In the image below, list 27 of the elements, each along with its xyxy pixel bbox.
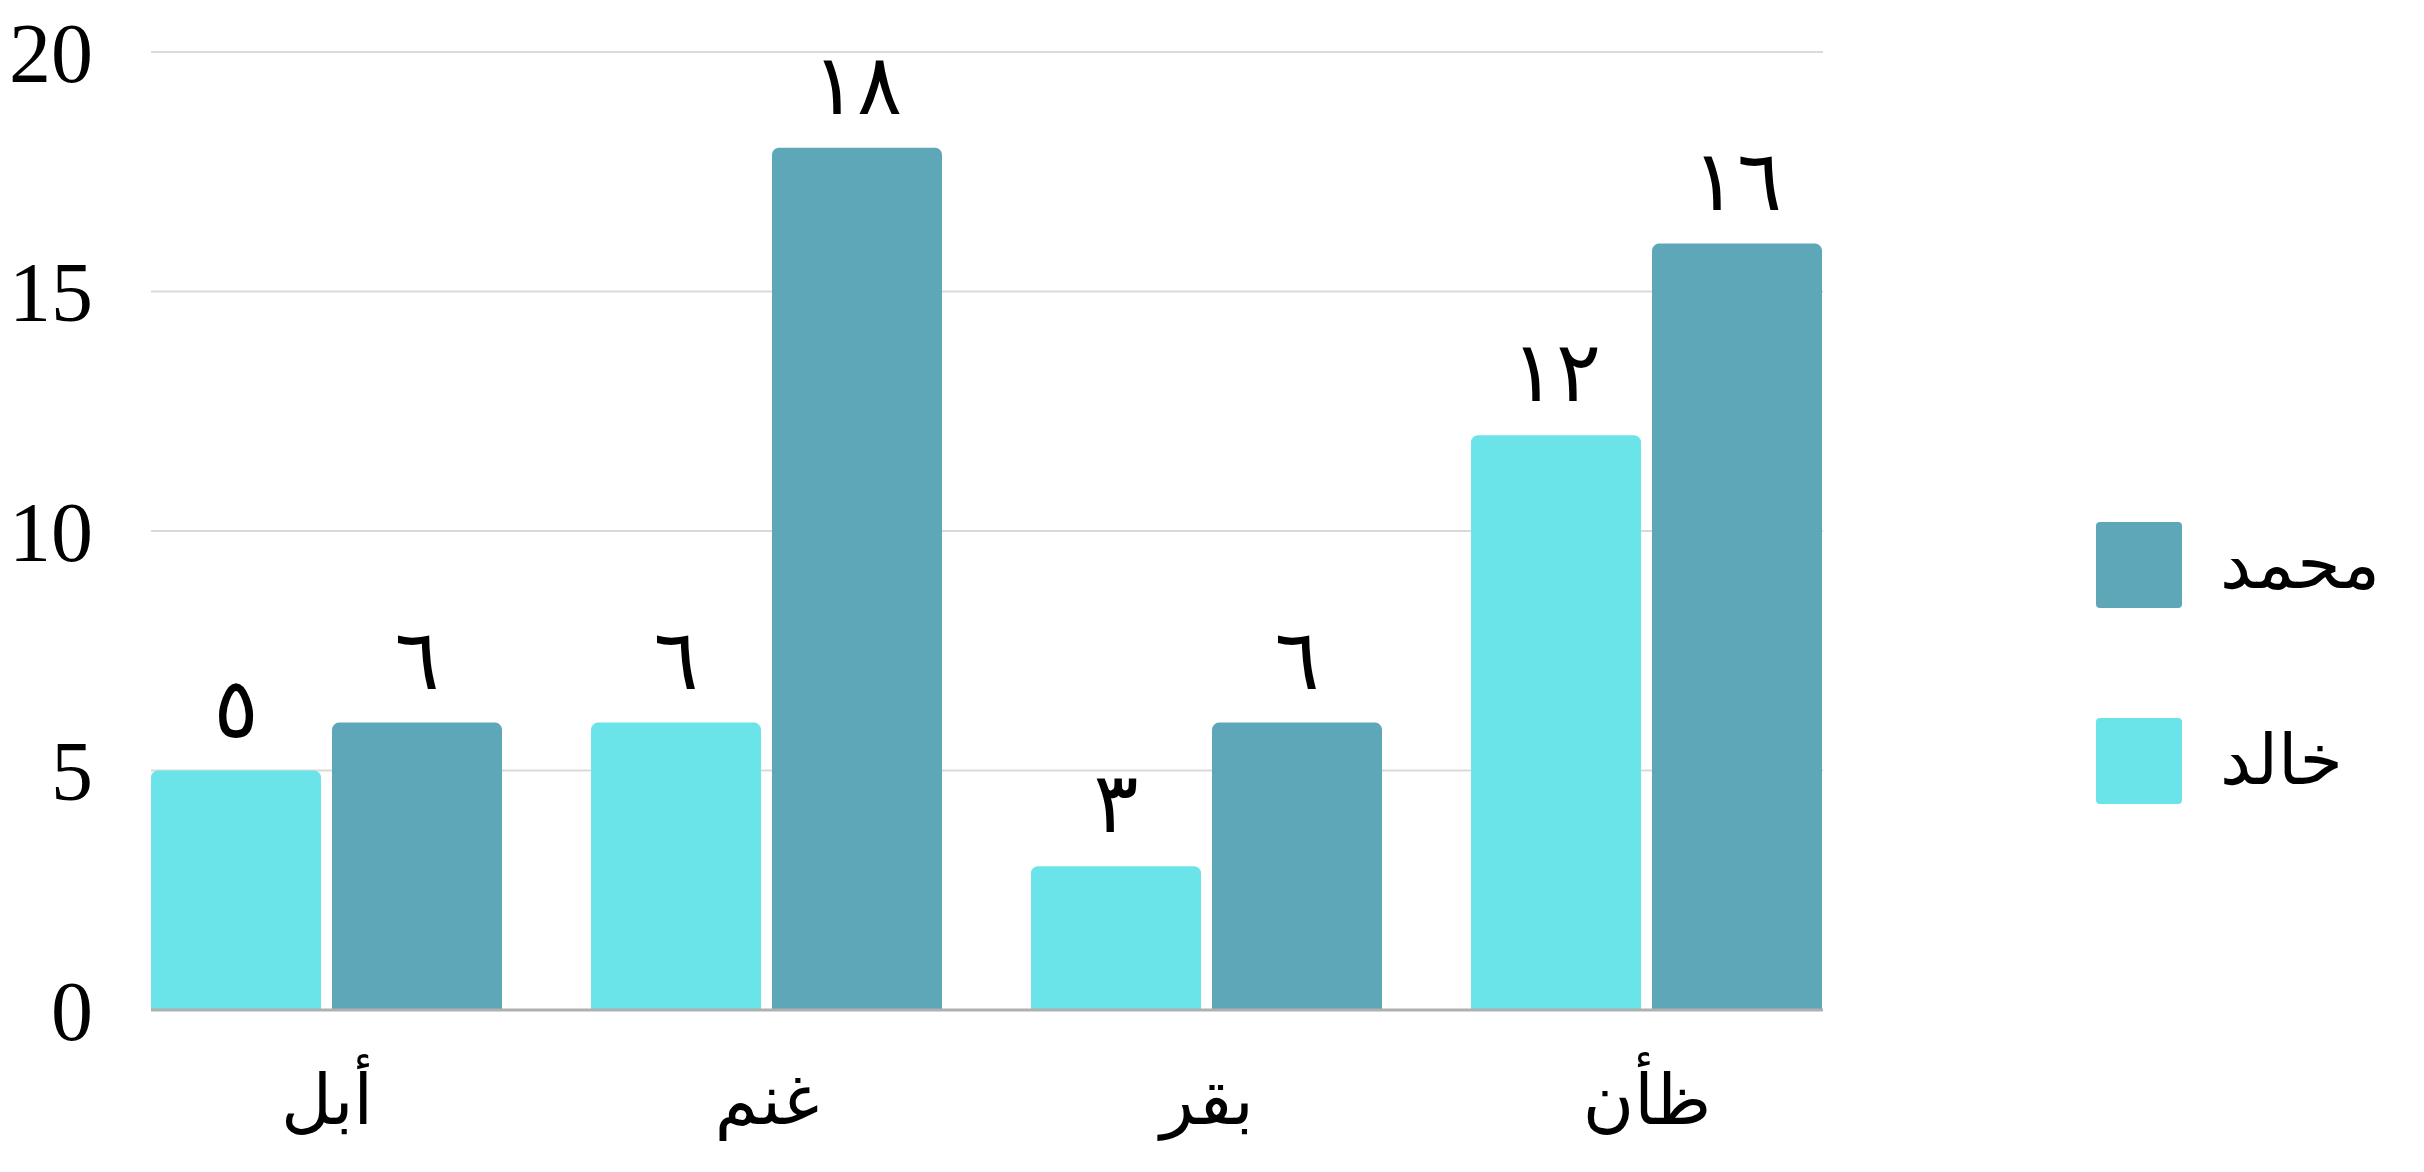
- bar: [1652, 243, 1822, 1010]
- legend-label: محمد: [2220, 525, 2380, 605]
- data-label: ١٢: [1510, 326, 1602, 420]
- x-tick-label: غنم: [714, 1061, 820, 1141]
- bar: [151, 770, 321, 1010]
- data-label: ٦: [1274, 613, 1320, 707]
- bar: [332, 722, 502, 1010]
- x-tick-label: ظأن: [1582, 1051, 1712, 1139]
- bar: [1212, 722, 1382, 1010]
- data-label: ٥: [213, 661, 259, 755]
- bar: [1471, 435, 1641, 1010]
- x-tick-label: أبل: [281, 1053, 373, 1139]
- x-tick-label: بقر: [1157, 1061, 1254, 1141]
- data-label: ٣: [1093, 757, 1139, 851]
- bar: [772, 147, 942, 1010]
- bar: [591, 722, 761, 1010]
- y-tick-label: 5: [51, 725, 93, 819]
- y-tick-label: 20: [9, 6, 93, 100]
- y-tick-label: 10: [9, 485, 93, 579]
- data-label: ٦: [653, 613, 699, 707]
- data-label: ٦: [394, 613, 440, 707]
- legend-label: خالد: [2220, 721, 2343, 801]
- data-label: ١٦: [1691, 134, 1783, 228]
- data-label: ١٨: [811, 38, 903, 132]
- y-tick-label: 15: [9, 246, 93, 340]
- bar: [1031, 866, 1201, 1010]
- y-tick-label: 0: [51, 964, 93, 1058]
